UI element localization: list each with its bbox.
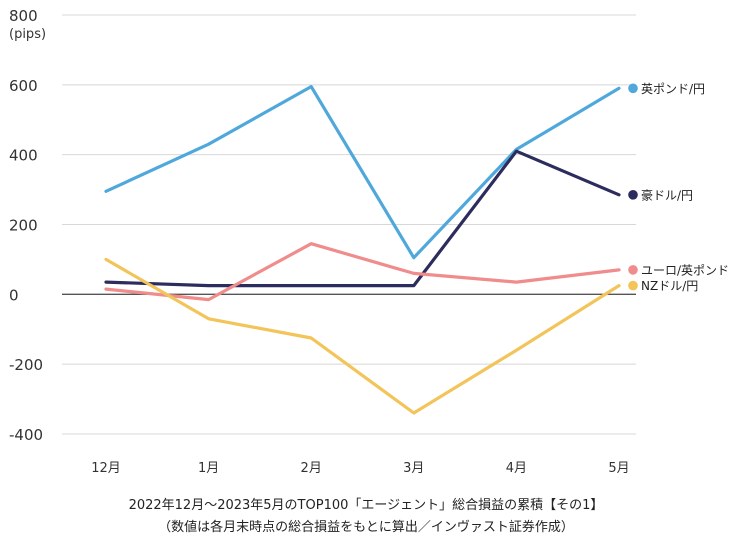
series-label: NZドル/円 bbox=[641, 279, 698, 293]
legend-marker bbox=[628, 190, 638, 200]
chart-subtitle: （数値は各月末時点の総合損益をもとに算出／インヴァスト証券作成） bbox=[158, 520, 574, 535]
chart-title: 2022年12月～2023年5月のTOP100「エージェント」総合損益の累積【そ… bbox=[128, 498, 604, 513]
x-tick-label: 2月 bbox=[301, 461, 322, 476]
y-tick-label: 0 bbox=[9, 286, 19, 304]
legend-marker bbox=[628, 280, 638, 291]
y-tick-label: -400 bbox=[9, 426, 43, 444]
series-lines bbox=[104, 84, 621, 415]
series-line bbox=[104, 257, 621, 415]
y-tick-label: 800 bbox=[9, 7, 38, 25]
axes: (pips) 800 600 400 200 0 -200 -400 12月 1月 2月 3月 4月 5… bbox=[9, 7, 630, 476]
y-tick-label: 600 bbox=[9, 77, 38, 95]
y-tick-label: -200 bbox=[9, 356, 43, 374]
series-line bbox=[104, 84, 621, 260]
y-tick-label: 200 bbox=[9, 217, 38, 235]
series-label: 豪ドル/円 bbox=[641, 187, 693, 202]
y-tick-label: 400 bbox=[9, 147, 38, 165]
legend-marker bbox=[628, 265, 638, 275]
x-tick-label: 5月 bbox=[608, 461, 629, 476]
x-tick-label: 4月 bbox=[506, 461, 527, 476]
grid-lines bbox=[62, 14, 636, 435]
x-tick-label: 1月 bbox=[198, 461, 219, 476]
series-line bbox=[104, 242, 621, 302]
x-tick-label: 3月 bbox=[403, 461, 424, 476]
series-label: ユーロ/英ポンド bbox=[641, 263, 729, 277]
series-line bbox=[104, 149, 621, 288]
x-tick-label: 12月 bbox=[91, 461, 121, 476]
series-label: 英ポンド/円 bbox=[641, 82, 705, 96]
legend-marker bbox=[628, 83, 638, 94]
line-chart: (pips) 800 600 400 200 0 -200 -400 12月 1月 2月 3月 4月 5… bbox=[9, 7, 729, 476]
y-axis-unit-label: (pips) bbox=[9, 27, 46, 42]
